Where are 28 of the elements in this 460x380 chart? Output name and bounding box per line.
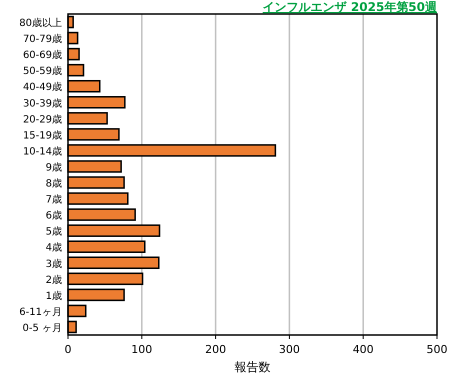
y-tick-label: 15-19歳 (22, 129, 62, 142)
y-tick-label: 5歳 (46, 226, 62, 238)
y-tick-label: 3歳 (46, 258, 62, 270)
x-tick-label: 300 (278, 343, 300, 356)
y-tick-label: 40-49歳 (22, 81, 62, 94)
x-tick-label: 400 (352, 343, 374, 356)
y-tick-label: 60-69歳 (22, 49, 62, 62)
x-axis-title: 報告数 (234, 360, 270, 374)
y-tick-label: 80歳以上 (19, 17, 62, 30)
y-tick-label: 10-14歳 (22, 145, 62, 158)
y-tick-label: 2歳 (46, 274, 62, 286)
x-tick-label: 500 (426, 343, 448, 356)
y-tick-label: 30-39歳 (22, 97, 62, 110)
y-tick-label: 50-59歳 (22, 65, 62, 78)
x-tick-label: 200 (205, 343, 226, 356)
y-tick-label: 6歳 (46, 210, 62, 222)
y-tick-label: 0-5 ヶ月 (22, 322, 62, 334)
x-tick-label: 0 (64, 343, 72, 356)
y-tick-label: 4歳 (46, 242, 62, 254)
y-tick-label: 8歳 (46, 178, 62, 190)
y-tick-label: 6-11ヶ月 (19, 306, 62, 318)
y-tick-label: 20-29歳 (22, 113, 62, 126)
y-tick-label: 7歳 (46, 194, 62, 206)
y-tick-label: 70-79歳 (22, 33, 62, 46)
y-tick-label: 9歳 (46, 161, 62, 174)
x-tick-label: 100 (131, 343, 152, 356)
chart-title: インフルエンザ 2025年第50週 (262, 0, 438, 14)
y-tick-label: 1歳 (46, 290, 62, 302)
